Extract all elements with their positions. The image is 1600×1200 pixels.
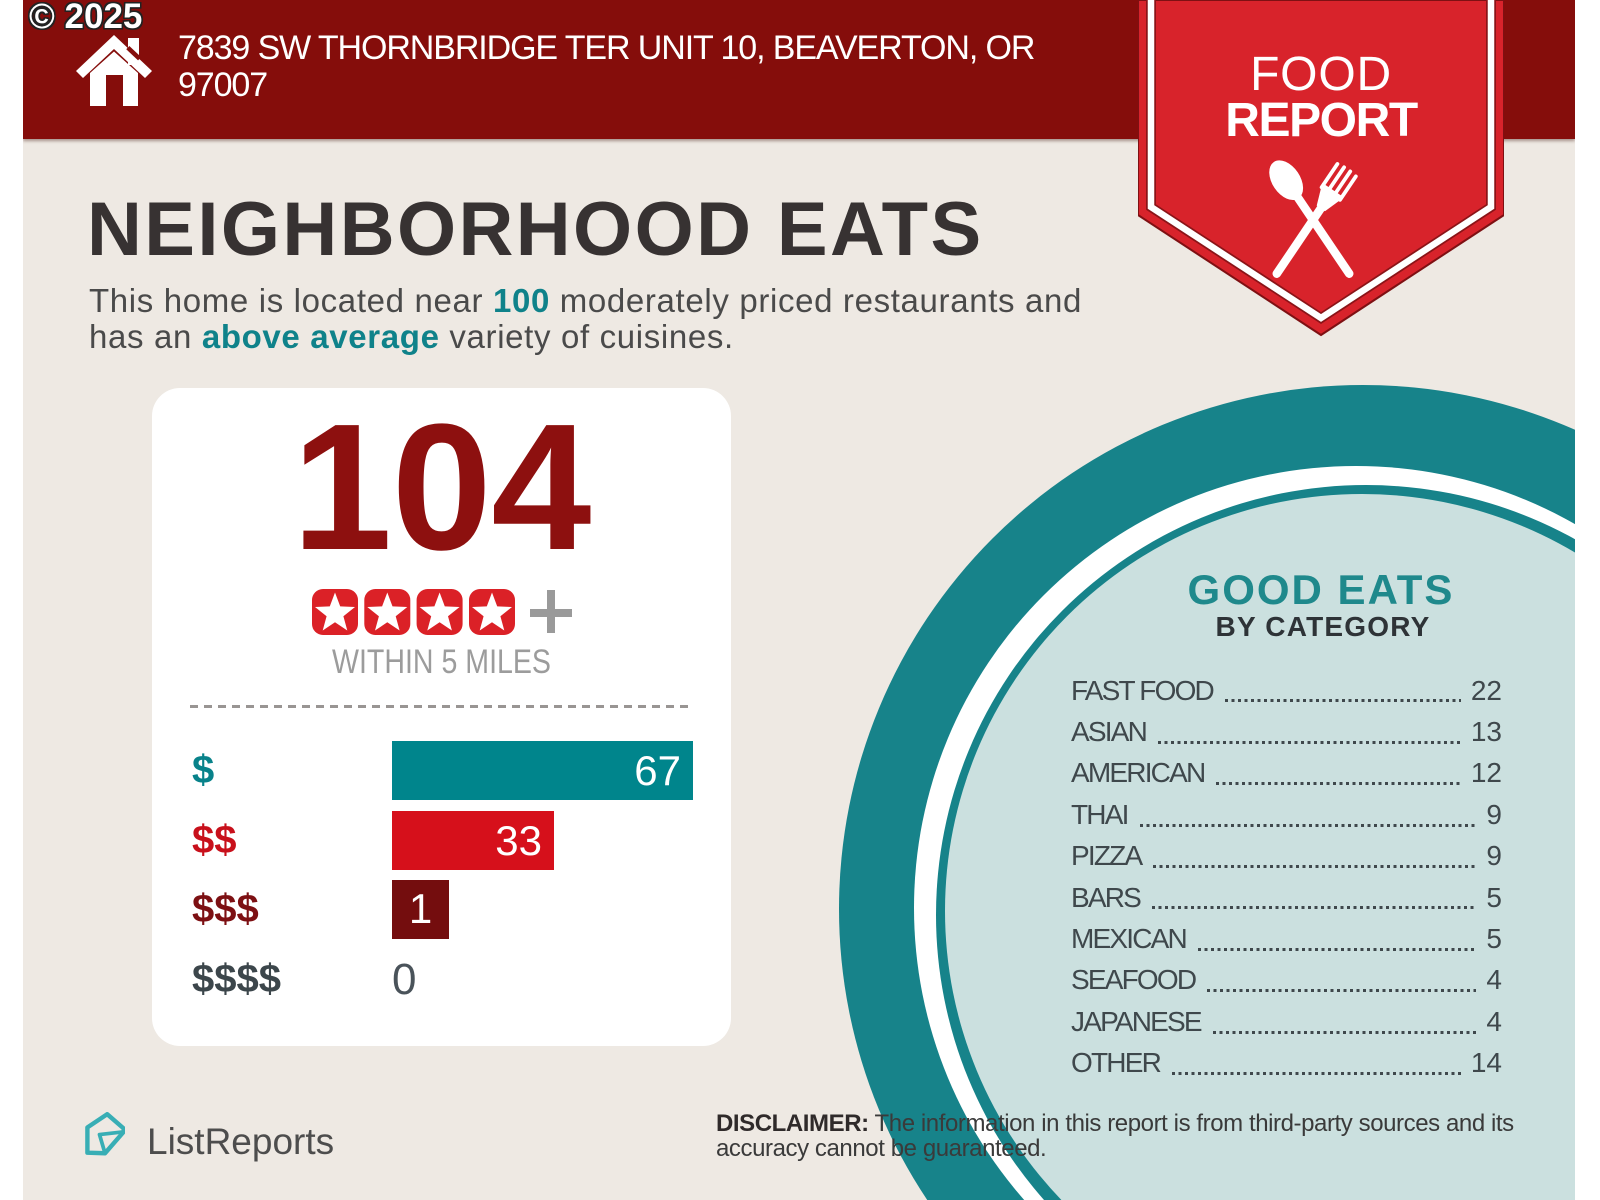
svg-text:FOOD: FOOD — [1250, 48, 1392, 101]
svg-text:REPORT: REPORT — [1225, 94, 1418, 147]
